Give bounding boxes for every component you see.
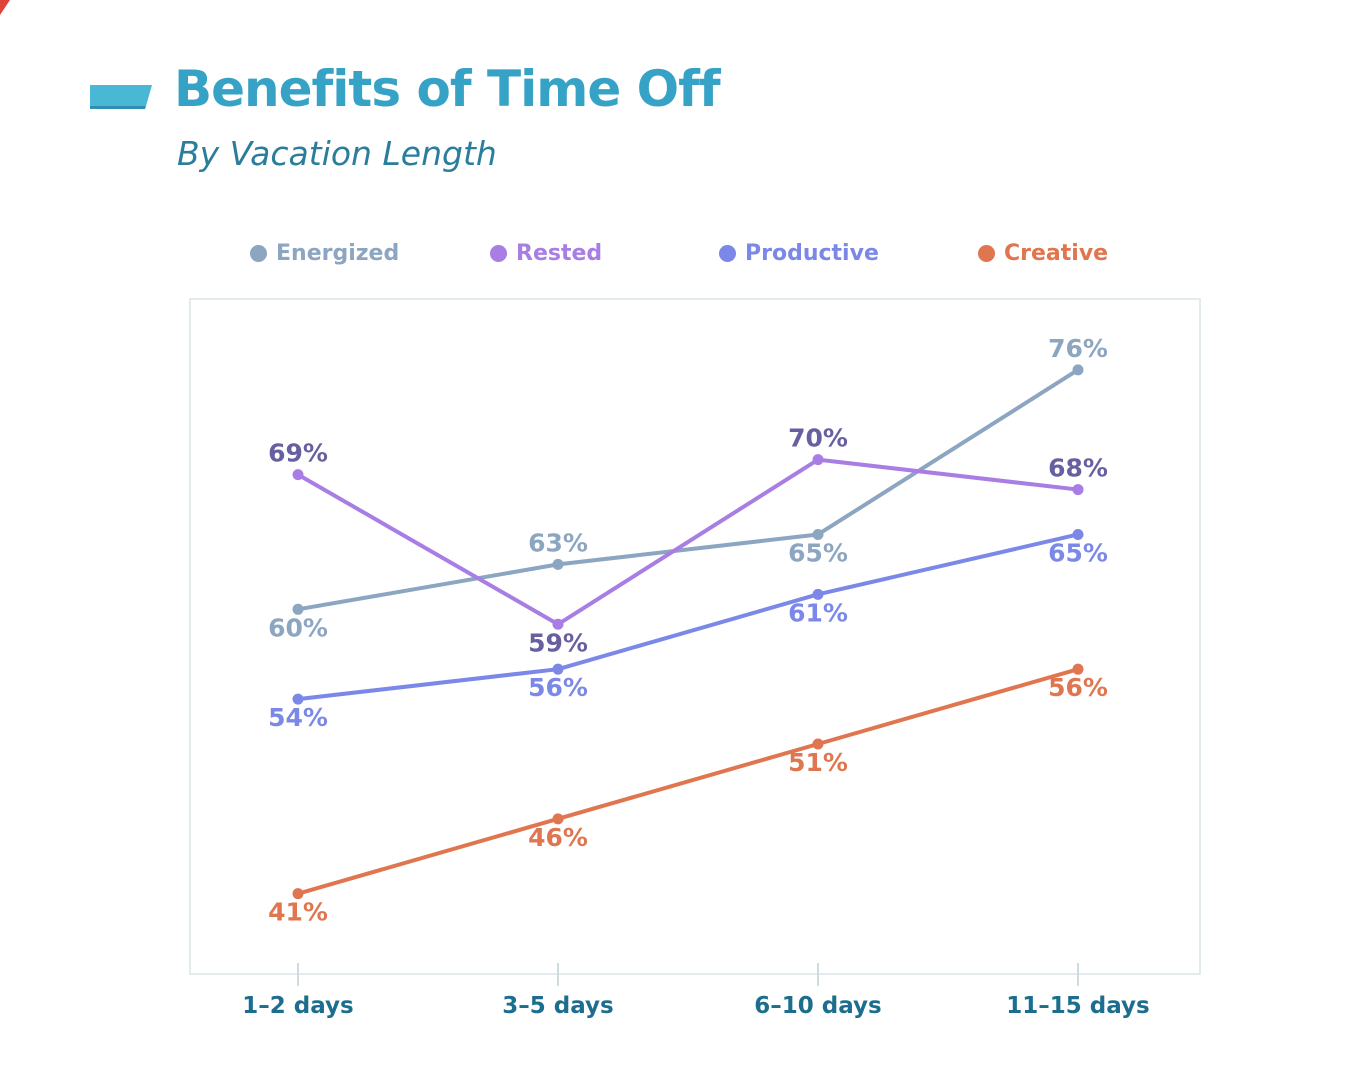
data-label: 41% (268, 898, 328, 927)
legend-dot-icon (978, 245, 995, 262)
data-point (552, 813, 564, 825)
series-line-rested (296, 457, 1080, 627)
data-label: 51% (788, 748, 848, 777)
data-label: 61% (788, 598, 848, 627)
data-point (292, 469, 304, 481)
data-point (1072, 364, 1084, 376)
legend-item-creative: Creative (978, 241, 1108, 266)
legend-dot-icon (250, 245, 267, 262)
data-point (552, 618, 564, 630)
data-label: 65% (788, 538, 848, 567)
legend-label: Rested (516, 241, 603, 266)
series-line-productive (296, 532, 1080, 702)
data-point (1072, 528, 1084, 540)
data-point (812, 454, 824, 466)
x-axis-label: 1–2 days (242, 993, 353, 1019)
corner-artifact (0, 0, 10, 15)
legend-dot-icon (490, 245, 507, 262)
data-point (552, 663, 564, 675)
page-title: Benefits of Time Off (174, 60, 721, 118)
x-axis-label: 6–10 days (754, 993, 881, 1019)
legend-label: Productive (745, 241, 879, 266)
data-label: 46% (528, 823, 588, 852)
data-point (812, 528, 824, 540)
page-subtitle: By Vacation Length (177, 134, 497, 173)
data-point (812, 738, 824, 750)
x-axis-label: 11–15 days (1006, 993, 1149, 1019)
title-marker-icon (90, 85, 152, 113)
data-label: 68% (1048, 454, 1108, 483)
x-axis-label: 3–5 days (502, 993, 613, 1019)
data-label: 56% (1048, 673, 1108, 702)
data-point (812, 588, 824, 600)
data-label: 65% (1048, 538, 1108, 567)
plot-area (189, 298, 1201, 975)
data-label: 63% (528, 528, 588, 557)
data-point (1072, 663, 1084, 675)
legend-dot-icon (719, 245, 736, 262)
data-label: 70% (788, 424, 848, 453)
data-point (1072, 484, 1084, 496)
legend-item-energized: Energized (250, 241, 399, 266)
data-point (292, 693, 304, 705)
data-label: 59% (528, 628, 588, 657)
legend-item-rested: Rested (490, 241, 602, 266)
data-point (292, 888, 304, 900)
series-line-energized (296, 367, 1080, 612)
legend-item-productive: Productive (719, 241, 879, 266)
data-label: 60% (268, 613, 328, 642)
data-point (552, 558, 564, 570)
data-label: 76% (1048, 334, 1108, 363)
series-line-creative (296, 667, 1080, 896)
data-label: 54% (268, 703, 328, 732)
data-point (292, 603, 304, 615)
legend-label: Creative (1004, 241, 1109, 266)
data-label: 56% (528, 673, 588, 702)
legend-label: Energized (276, 241, 400, 266)
data-label: 69% (268, 439, 328, 468)
